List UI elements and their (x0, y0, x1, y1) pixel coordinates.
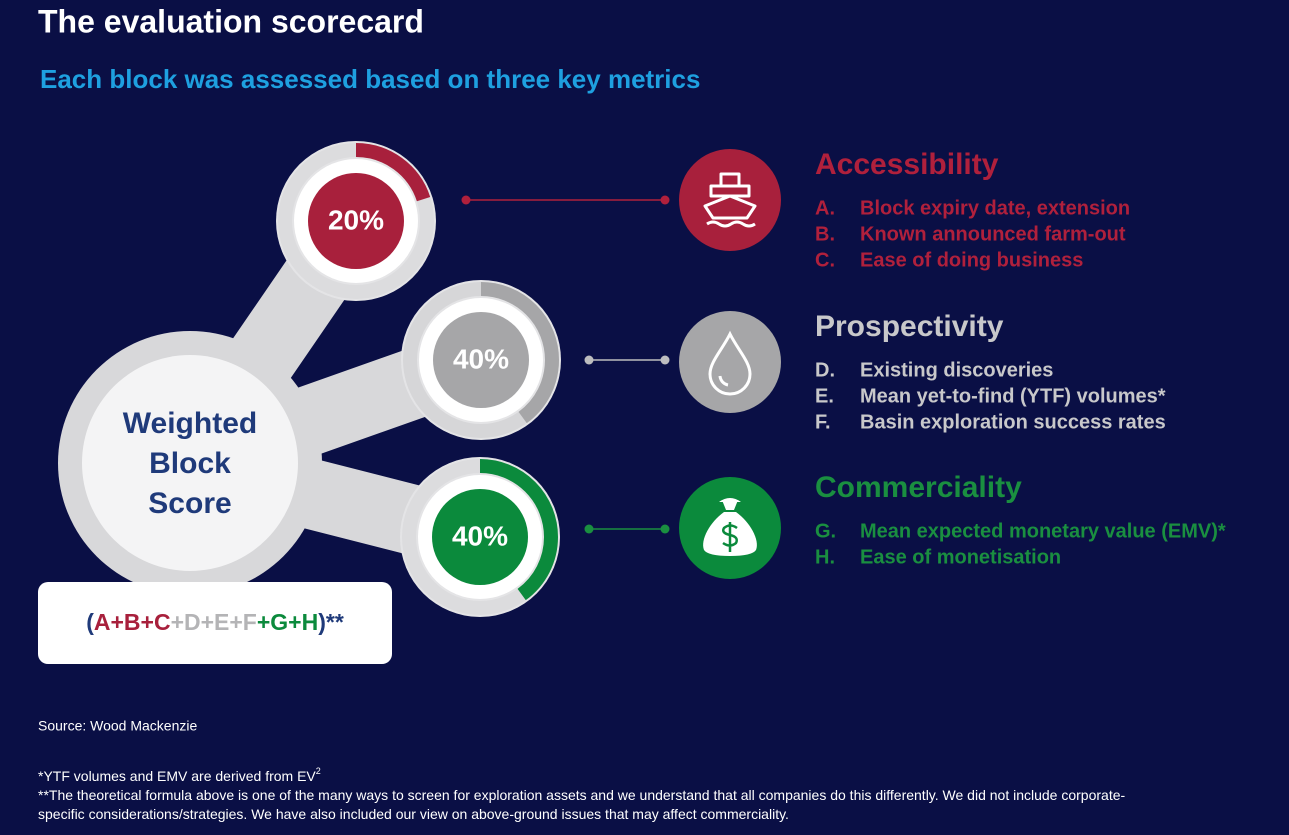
center-inner (82, 355, 298, 571)
footnotes: *YTF volumes and EMV are derived from EV… (38, 766, 1125, 821)
item-letter: E. (815, 385, 834, 407)
link-dot (584, 524, 594, 534)
item-letter: D. (815, 359, 835, 381)
share-arc (403, 282, 559, 438)
center-label: Score (148, 487, 231, 520)
item-letter: F. (815, 411, 831, 433)
center-label: Weighted (123, 407, 257, 440)
link-dot (461, 195, 471, 205)
share-label: 40% (452, 520, 508, 551)
share-arc (402, 459, 558, 615)
item-text: Ease of doing business (860, 249, 1083, 271)
item-text: Ease of monetisation (860, 546, 1061, 568)
footnote-text: **The theoretical formula above is one o… (38, 787, 1125, 803)
source: Source: Wood Mackenzie (38, 718, 197, 734)
node-core (432, 489, 528, 585)
item-text: Mean expected monetary value (EMV)* (860, 520, 1226, 542)
item-letter: H. (815, 546, 835, 568)
title: The evaluation scorecard (38, 3, 424, 39)
diagram: Weighted Block Score 20% Accessibility A. Bloc… (58, 141, 1226, 617)
ship-icon (703, 172, 757, 228)
formula-part: A+B+C (94, 609, 171, 635)
item-letter: C. (815, 249, 835, 271)
formula-box (38, 582, 392, 664)
icon-circle (679, 149, 781, 251)
footnote: *YTF volumes and EMV are derived from EV… (38, 766, 321, 783)
footnote-text: specific considerations/strategies. We h… (38, 806, 789, 822)
link-dot (660, 524, 670, 534)
link-dot (660, 195, 670, 205)
subtitle: Each block was assessed based on three k… (40, 64, 700, 94)
formula-part: +D+E+F (171, 609, 257, 635)
item-letter: B. (815, 223, 835, 245)
formula-part: ( (86, 609, 94, 635)
footnote-sup: 2 (316, 766, 321, 776)
footnote-text: *YTF volumes and EMV are derived from EV (38, 768, 316, 784)
item-letter: A. (815, 197, 835, 219)
icon-circle (679, 311, 781, 413)
center-label: Block (149, 447, 231, 480)
share-label: 20% (328, 204, 384, 235)
metric-heading: Commerciality (815, 471, 1022, 504)
formula-part: +G+H (257, 609, 318, 635)
item-text: Block expiry date, extension (860, 197, 1130, 219)
item-letter: G. (815, 520, 836, 542)
share-label: 40% (453, 343, 509, 374)
money-bag-icon (703, 498, 757, 556)
link-dot (584, 355, 594, 365)
metric-heading: Prospectivity (815, 310, 1004, 343)
drop-icon (708, 330, 752, 396)
item-text: Mean yet-to-find (YTF) volumes* (860, 385, 1166, 407)
share-arc (278, 143, 434, 299)
formula-part: )** (318, 609, 344, 635)
item-text: Known announced farm-out (860, 223, 1126, 245)
link-dot (660, 355, 670, 365)
footnote: **The theoretical formula above is one o… (38, 787, 1125, 803)
footnote: specific considerations/strategies. We h… (38, 806, 789, 822)
metric-heading: Accessibility (815, 148, 999, 181)
node-core (308, 173, 404, 269)
formula: (A+B+C+D+E+F+G+H)** (86, 609, 344, 635)
node-core (433, 312, 529, 408)
item-text: Basin exploration success rates (860, 411, 1166, 433)
item-text: Existing discoveries (860, 359, 1053, 381)
